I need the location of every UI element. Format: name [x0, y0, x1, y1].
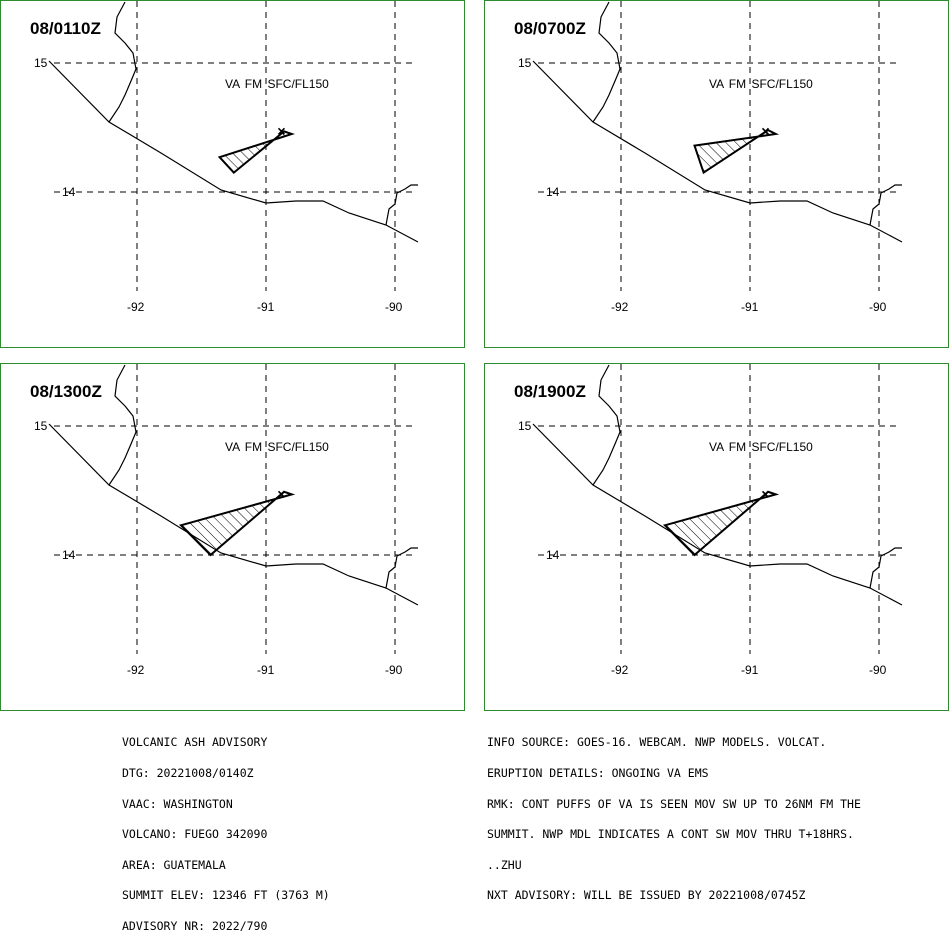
lon-label-92: -92 [611, 300, 629, 314]
country-border [869, 547, 902, 589]
lon-label-90: -90 [385, 300, 403, 314]
lon-label-91: -91 [257, 300, 275, 314]
coastline-north [592, 364, 621, 486]
volcano-marker [761, 127, 770, 135]
lon-label-91: -91 [257, 663, 275, 677]
lon-label-91: -91 [741, 663, 759, 677]
lon-label-91: -91 [741, 300, 759, 314]
advisory-line: NXT ADVISORY: WILL BE ISSUED BY 20221008… [487, 888, 806, 903]
lat-label-14: 14 [62, 185, 76, 199]
advisory-line: VAAC: WASHINGTON [122, 796, 233, 811]
lon-label-90: -90 [385, 663, 403, 677]
advisory-line: AREA: GUATEMALA [122, 857, 226, 872]
advisory-remarks-block: INFO SOURCE: GOES-16. WEBCAM. NWP MODELS… [487, 717, 861, 911]
lon-label-90: -90 [869, 663, 887, 677]
map-svg [532, 364, 903, 654]
country-border [385, 184, 418, 226]
lon-label-92: -92 [611, 663, 629, 677]
volcano-marker [277, 490, 286, 498]
panel-time: 08/1300Z [30, 382, 102, 401]
panel-time: 08/0700Z [514, 19, 586, 38]
ash-level-label: VA FM SFC/FL150 [225, 440, 329, 454]
panel-time: 08/0110Z [30, 19, 101, 38]
ash-cloud-polygon [693, 128, 780, 175]
map-panel-4: 08/1900Z VA FM SFC/FL150 15 14 -92 -91 -… [484, 363, 949, 711]
country-border [869, 184, 902, 226]
advisory-line: SUMMIT. NWP MDL INDICATES A CONT SW MOV … [487, 827, 854, 842]
advisory-line: VOLCANIC ASH ADVISORY [122, 735, 268, 750]
advisory-line: SUMMIT ELEV: 12346 FT (3763 M) [122, 888, 330, 903]
lon-label-92: -92 [127, 663, 145, 677]
ash-cloud-polygon [217, 130, 295, 174]
lat-label-15: 15 [518, 419, 532, 433]
ash-cloud-polygon [662, 490, 780, 557]
ash-level-label: VA FM SFC/FL150 [709, 440, 813, 454]
lat-label-14: 14 [546, 548, 560, 562]
coastline-north [108, 1, 137, 123]
lat-label-15: 15 [518, 56, 532, 70]
advisory-line: ADVISORY NR: 2022/790 [122, 918, 268, 933]
advisory-line: DTG: 20221008/0140Z [122, 766, 254, 780]
lat-label-15: 15 [34, 419, 48, 433]
country-border [385, 547, 418, 589]
ash-cloud-polygon [178, 490, 296, 557]
advisory-line: RMK: CONT PUFFS OF VA IS SEEN MOV SW UP … [487, 796, 861, 811]
lat-label-15: 15 [34, 56, 48, 70]
coastline-north [592, 1, 621, 123]
map-svg [48, 364, 419, 654]
advisory-line: INFO SOURCE: GOES-16. WEBCAM. NWP MODELS… [487, 735, 827, 750]
advisory-line: VOLCANO: FUEGO 342090 [122, 827, 268, 842]
map-panel-2: 08/0700Z VA FM SFC/FL150 15 14 -92 -91 -… [484, 0, 949, 348]
panel-time: 08/1900Z [514, 382, 586, 401]
lon-label-90: -90 [869, 300, 887, 314]
lon-label-92: -92 [127, 300, 145, 314]
volcano-marker [277, 127, 286, 135]
coastline [532, 60, 903, 243]
map-svg [532, 1, 903, 291]
coastline [48, 423, 419, 606]
coastline [532, 423, 903, 606]
ash-level-label: VA FM SFC/FL150 [709, 77, 813, 91]
advisory-line: ERUPTION DETAILS: ONGOING VA EMS [487, 766, 709, 780]
advisory-line: ..ZHU [487, 857, 522, 872]
ash-level-label: VA FM SFC/FL150 [225, 77, 329, 91]
lat-label-14: 14 [546, 185, 560, 199]
map-panel-3: 08/1300Z VA FM SFC/FL150 15 14 -92 -91 -… [0, 363, 465, 711]
advisory-header-block: VOLCANIC ASH ADVISORY DTG: 20221008/0140… [122, 717, 330, 941]
map-svg [48, 1, 419, 291]
coastline [48, 60, 419, 243]
lat-label-14: 14 [62, 548, 76, 562]
volcano-marker [761, 490, 770, 498]
coastline-north [108, 364, 137, 486]
map-panel-1: 08/0110Z VA FM SFC/FL150 15 14 -92 -91 -… [0, 0, 465, 348]
